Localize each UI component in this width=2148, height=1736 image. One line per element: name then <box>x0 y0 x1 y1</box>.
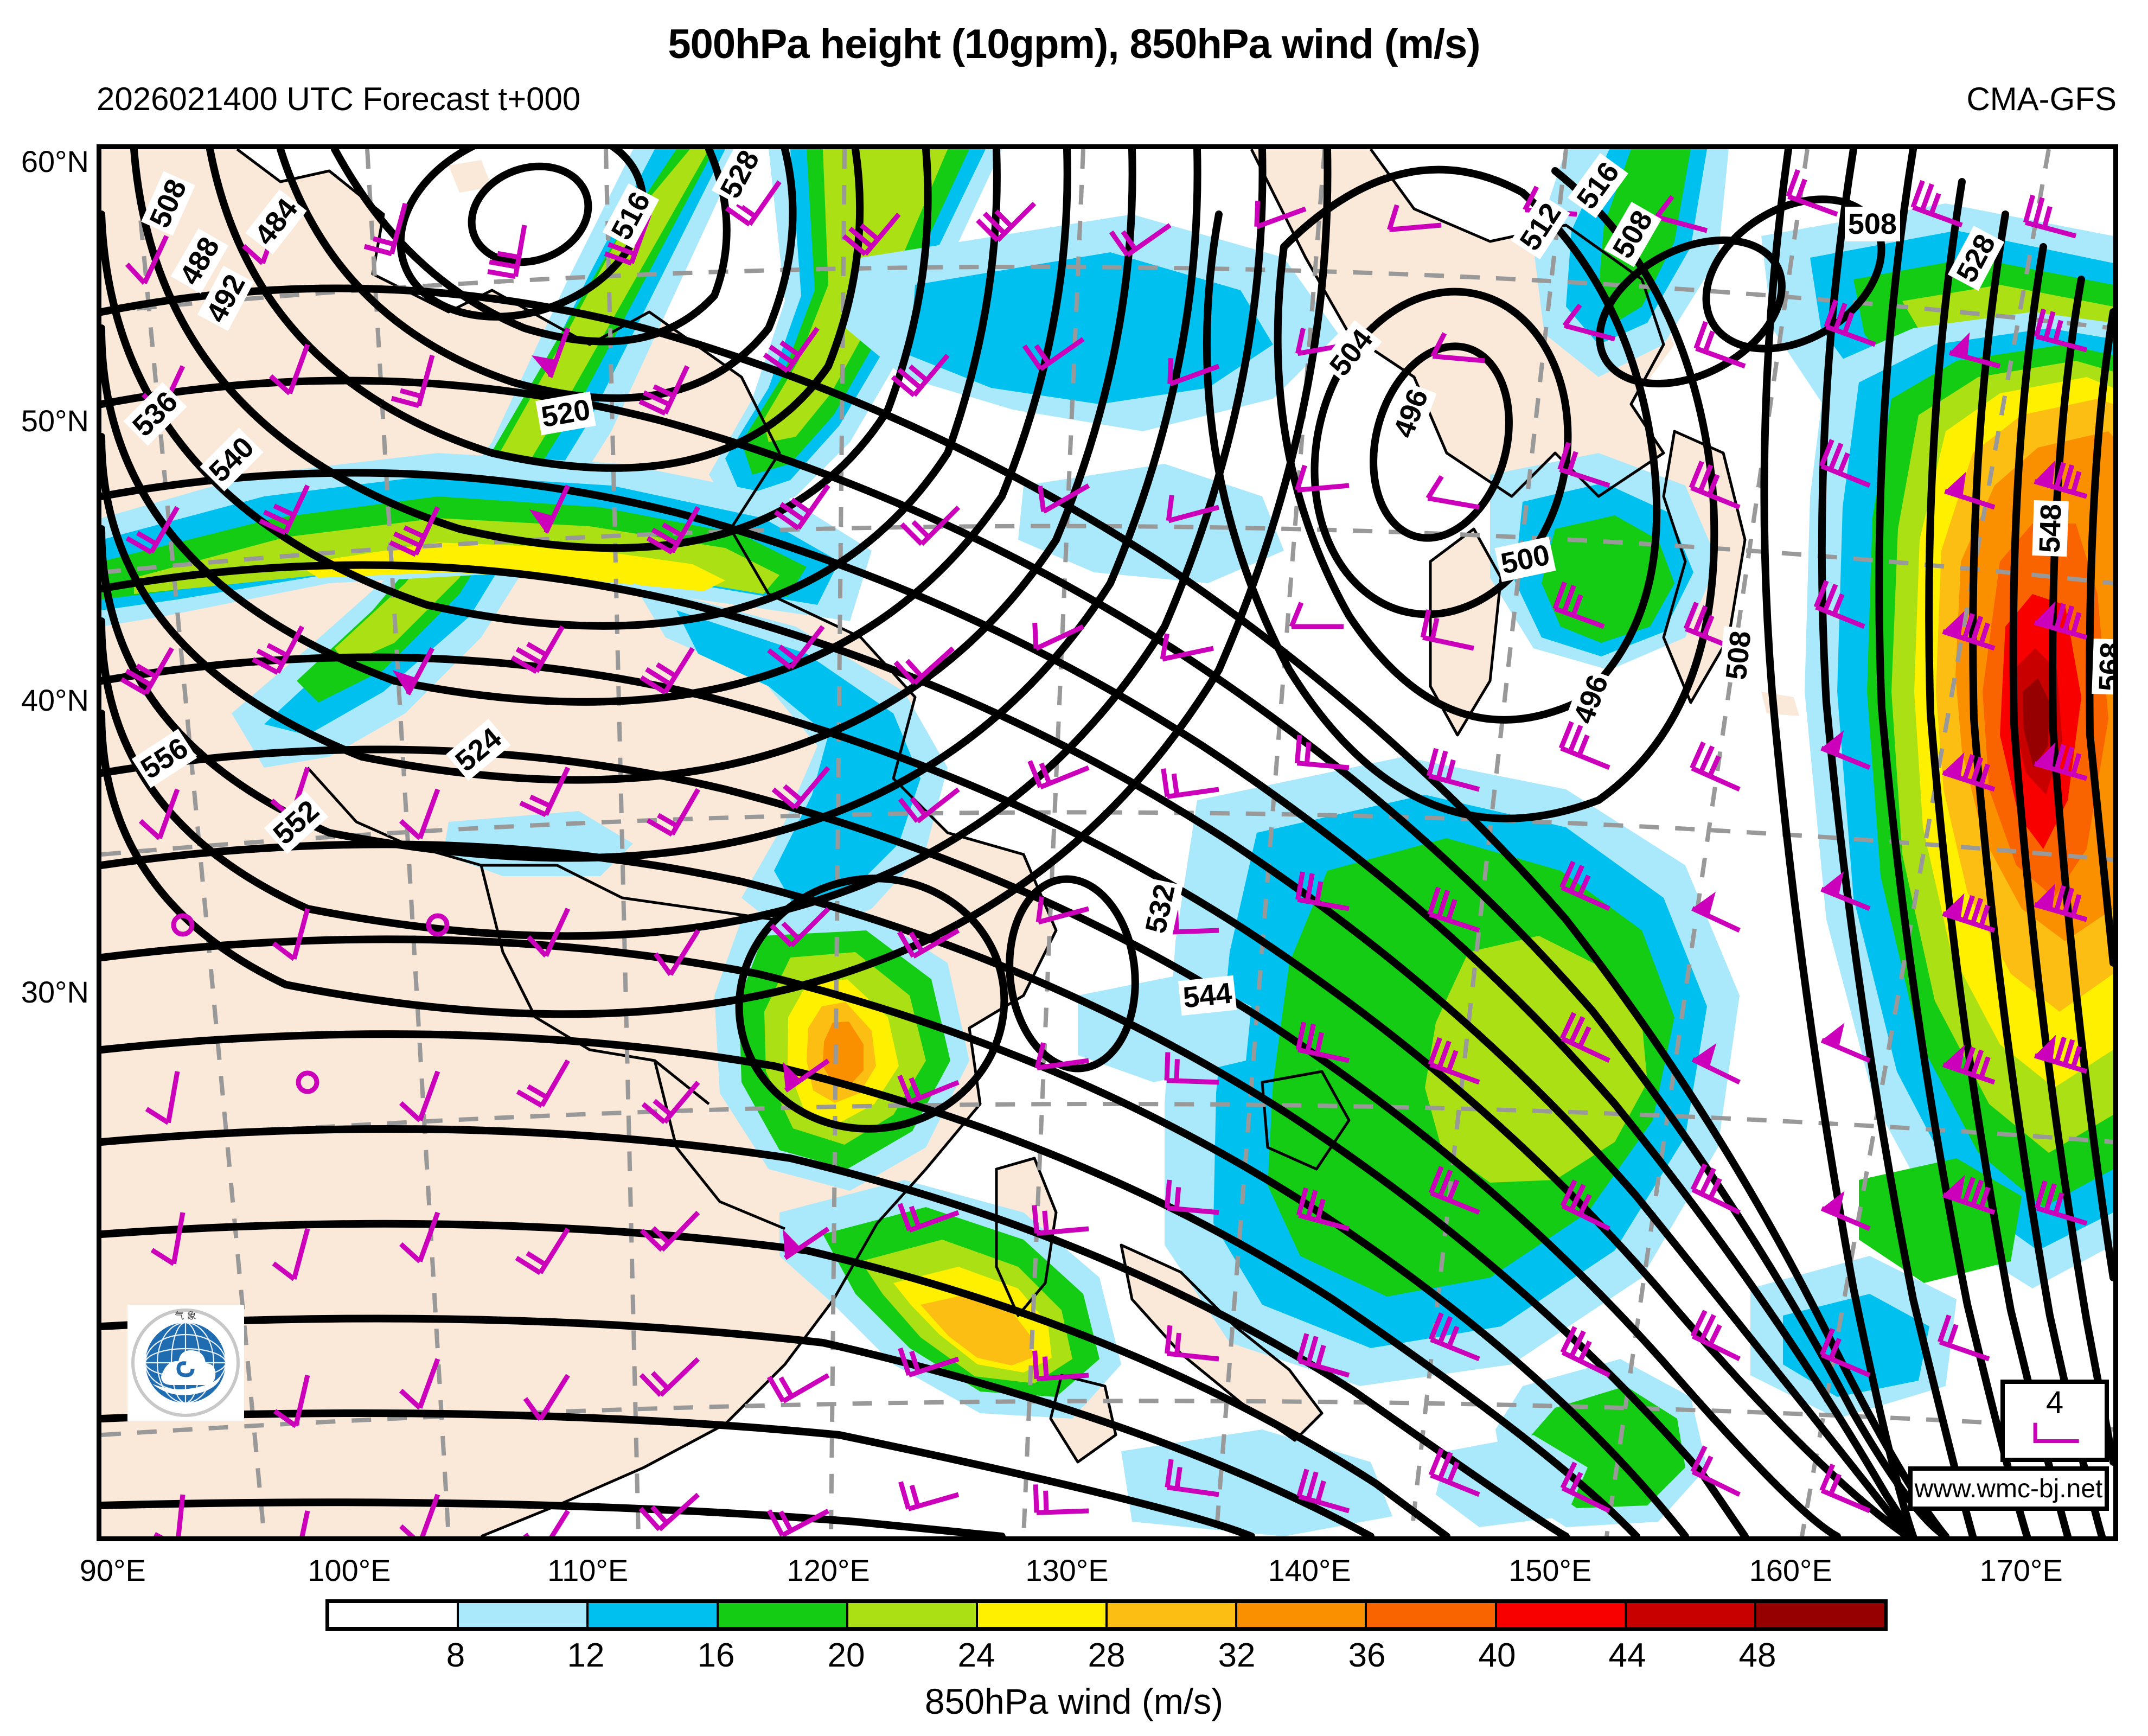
contour-label-568-19: 568 <box>2091 638 2113 695</box>
contour-label-544-25: 544 <box>1178 975 1237 1016</box>
lon-tick-140°E: 140°E <box>1268 1553 1351 1587</box>
lon-tick-170°E: 170°E <box>1979 1553 2063 1587</box>
colorbar-tick-24: 24 <box>957 1637 995 1674</box>
colorbar-segment-11 <box>1756 1603 1884 1627</box>
wind-barb-legend-value: 4 <box>2045 1385 2064 1420</box>
forecast-run-stamp: 2026021400 UTC Forecast t+000 <box>97 81 581 117</box>
wind-barb-legend-symbol <box>2033 1422 2079 1444</box>
lat-tick-50°N: 50°N <box>21 403 89 438</box>
colorbar-segment-5 <box>977 1603 1108 1627</box>
lon-tick-150°E: 150°E <box>1508 1553 1592 1587</box>
colorbar-tick-44: 44 <box>1608 1637 1646 1674</box>
model-name-label: CMA-GFS <box>1966 81 2117 117</box>
contour-label-508-17: 508 <box>1718 626 1759 685</box>
colorbar-segment-10 <box>1626 1603 1756 1627</box>
lon-tick-90°E: 90°E <box>79 1553 146 1587</box>
colorbar-segment-3 <box>718 1603 848 1627</box>
colorbar-tick-28: 28 <box>1088 1637 1126 1674</box>
page-title: 500hPa height (10gpm), 850hPa wind (m/s) <box>668 21 1480 67</box>
cma-logo: 气 象 <box>127 1305 244 1421</box>
map-graphics <box>101 149 2113 1536</box>
colorbar-segment-9 <box>1497 1603 1627 1627</box>
colorbar-label: 850hPa wind (m/s) <box>924 1681 1224 1721</box>
weather-map-panel[interactable]: 484 488 492 508 528 516 516 512 508 508 528 536 540 5… <box>97 144 2118 1541</box>
colorbar-tick-48: 48 <box>1738 1637 1776 1674</box>
colorbar-tick-40: 40 <box>1478 1637 1516 1674</box>
colorbar-tick-20: 20 <box>827 1637 865 1674</box>
colorbar-tick-16: 16 <box>697 1637 735 1674</box>
lon-tick-120°E: 120°E <box>787 1553 870 1587</box>
contour-label-508-9: 508 <box>1844 207 1900 242</box>
colorbar-tick-12: 12 <box>567 1637 605 1674</box>
colorbar-segment-4 <box>848 1603 978 1627</box>
lon-tick-110°E: 110°E <box>547 1553 629 1587</box>
lon-tick-100°E: 100°E <box>308 1553 391 1587</box>
colorbar-segment-6 <box>1108 1603 1238 1627</box>
colorbar[interactable] <box>325 1599 1888 1631</box>
lat-tick-30°N: 30°N <box>21 974 89 1009</box>
colorbar-segment-2 <box>589 1603 719 1627</box>
colorbar-segment-8 <box>1367 1603 1497 1627</box>
source-url-box[interactable]: www.wmc-bj.net <box>1908 1466 2109 1511</box>
colorbar-segment-7 <box>1237 1603 1367 1627</box>
lon-tick-160°E: 160°E <box>1749 1553 1832 1587</box>
colorbar-tick-32: 32 <box>1218 1637 1256 1674</box>
colorbar-tick-8: 8 <box>446 1637 465 1674</box>
map-canvas: 484 488 492 508 528 516 516 512 508 508 528 536 540 5… <box>101 149 2113 1536</box>
wind-barb-legend: 4 <box>2000 1380 2109 1462</box>
lat-tick-40°N: 40°N <box>21 682 89 717</box>
lat-tick-60°N: 60°N <box>21 144 89 179</box>
contour-label-548-18: 548 <box>2032 500 2069 557</box>
colorbar-segment-0 <box>329 1603 459 1627</box>
svg-text:气 象: 气 象 <box>175 1311 196 1322</box>
colorbar-tick-36: 36 <box>1348 1637 1386 1674</box>
lon-tick-130°E: 130°E <box>1025 1553 1109 1587</box>
colorbar-segment-1 <box>459 1603 589 1627</box>
source-url-text: www.wmc-bj.net <box>1914 1474 2103 1503</box>
